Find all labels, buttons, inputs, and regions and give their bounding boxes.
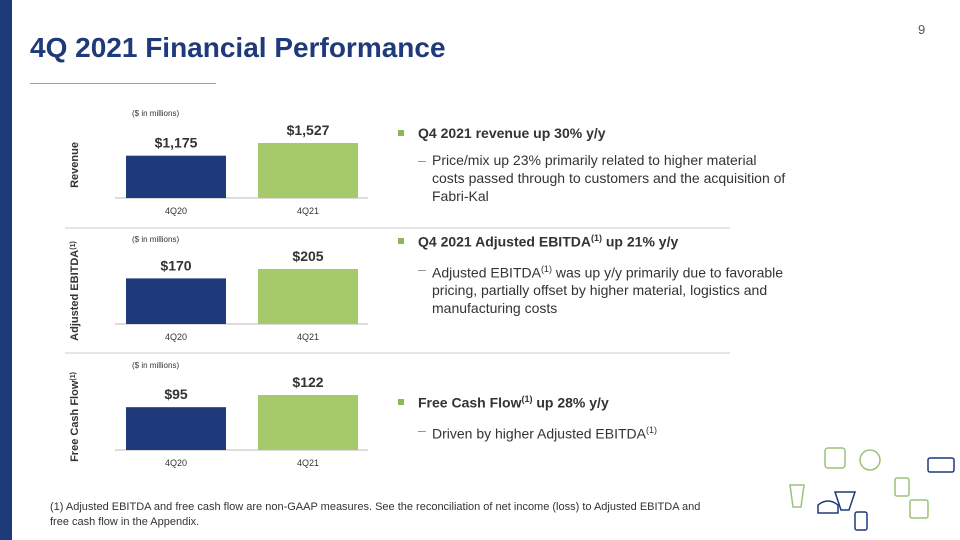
text-part: Driven by higher Adjusted EBITDA bbox=[432, 425, 646, 442]
bar bbox=[258, 269, 358, 324]
value-label: $95 bbox=[164, 386, 188, 402]
value-label: $205 bbox=[292, 248, 323, 264]
y-axis-label: Adjusted EBITDA(1) bbox=[69, 241, 81, 341]
chart-subtitle: ($ in millions) bbox=[132, 235, 179, 244]
text-part: Q4 2021 revenue up 30% y/y bbox=[418, 125, 606, 141]
chart-subtitle: ($ in millions) bbox=[132, 109, 179, 118]
text-part: up 21% y/y bbox=[601, 233, 679, 250]
x-tick-label: 4Q20 bbox=[165, 206, 187, 216]
page-number: 9 bbox=[918, 22, 926, 37]
bullet-detail: Price/mix up 23% primarily related to hi… bbox=[398, 151, 792, 205]
bullet-detail: Driven by higher Adjusted EBITDA(1) bbox=[398, 421, 792, 443]
bar bbox=[126, 407, 226, 450]
value-label: $170 bbox=[160, 257, 191, 273]
y-label-part: Adjusted EBITDA bbox=[69, 250, 81, 341]
bullet: Free Cash Flow(1) up 28% y/yDriven by hi… bbox=[398, 394, 798, 442]
bullet-detail: Adjusted EBITDA(1) was up y/y primarily … bbox=[398, 260, 792, 318]
bullet-heading: Q4 2021 Adjusted EBITDA(1) up 21% y/y bbox=[398, 233, 798, 250]
text-part: Price/mix up 23% primarily related to hi… bbox=[432, 152, 786, 204]
superscript: (1) bbox=[590, 233, 602, 243]
bullet-heading: Q4 2021 revenue up 30% y/y bbox=[398, 125, 798, 141]
bar bbox=[126, 155, 226, 198]
value-label: $1,527 bbox=[287, 122, 330, 138]
value-label: $122 bbox=[292, 374, 323, 390]
y-label-part: Free Cash Flow bbox=[69, 380, 81, 462]
y-axis-label: Free Cash Flow(1) bbox=[69, 372, 81, 462]
x-tick-label: 4Q21 bbox=[297, 458, 319, 468]
x-tick-label: 4Q20 bbox=[165, 332, 187, 342]
slide-title: 4Q 2021 Financial Performance bbox=[30, 32, 446, 63]
y-label-sup: (1) bbox=[70, 241, 77, 250]
y-label-part: Revenue bbox=[69, 142, 81, 188]
text-part: Free Cash Flow bbox=[418, 394, 522, 411]
text-part: was up y/y primarily due to favorable pr… bbox=[432, 264, 784, 317]
decor-icons bbox=[789, 447, 955, 531]
y-label-sup: (1) bbox=[70, 372, 77, 381]
value-label: $1,175 bbox=[155, 135, 198, 151]
bullet: Q4 2021 revenue up 30% y/y Price/mix up 2… bbox=[398, 125, 798, 205]
chart-subtitle: ($ in millions) bbox=[132, 361, 179, 370]
bar bbox=[126, 278, 226, 324]
text-part: Adjusted EBITDA bbox=[432, 264, 541, 281]
x-tick-label: 4Q21 bbox=[297, 332, 319, 342]
superscript: (1) bbox=[521, 394, 533, 404]
x-tick-label: 4Q21 bbox=[297, 206, 319, 216]
title-rule bbox=[30, 83, 216, 84]
bullet-heading: Free Cash Flow(1) up 28% y/y bbox=[398, 394, 798, 411]
bar bbox=[258, 143, 358, 198]
text-part: up 28% y/y bbox=[532, 394, 609, 411]
footnote: (1) Adjusted EBITDA and free cash flow a… bbox=[50, 501, 701, 528]
superscript: (1) bbox=[646, 424, 657, 435]
text-part: Q4 2021 Adjusted EBITDA bbox=[418, 233, 591, 250]
y-axis-label: Revenue bbox=[69, 142, 81, 188]
bar bbox=[258, 395, 358, 450]
bullet: Q4 2021 Adjusted EBITDA(1) up 21% y/yAdj… bbox=[398, 233, 798, 317]
x-tick-label: 4Q20 bbox=[165, 458, 187, 468]
superscript: (1) bbox=[540, 263, 552, 274]
side-stripe bbox=[0, 0, 12, 540]
